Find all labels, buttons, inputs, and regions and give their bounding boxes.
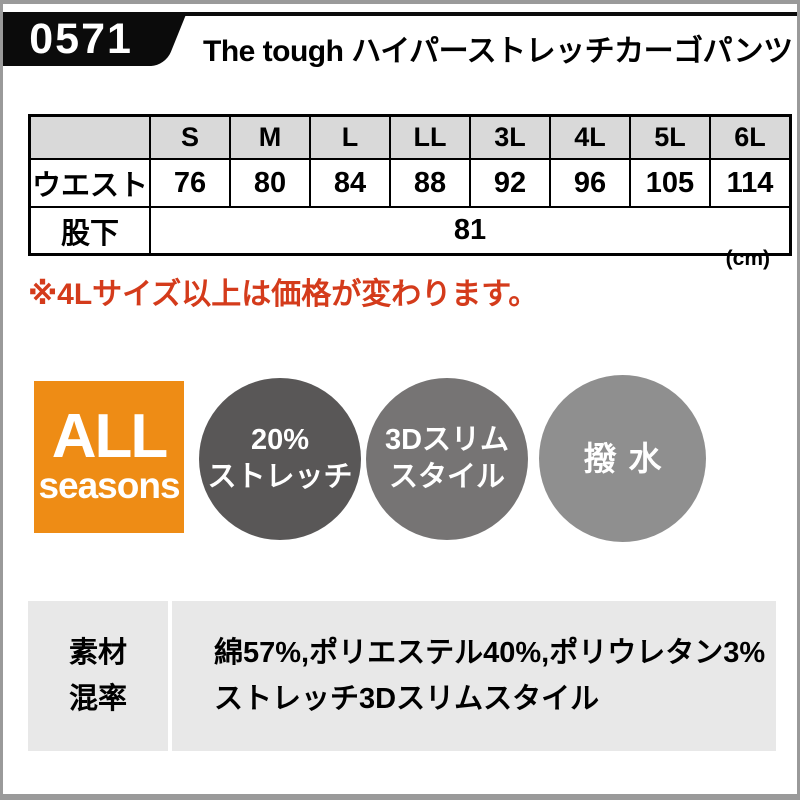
waist-value-4l: 96: [549, 158, 631, 208]
size-col-s: S: [149, 114, 231, 160]
size-col-ll: LL: [389, 114, 471, 160]
waist-value-m: 80: [229, 158, 311, 208]
all-seasons-badge-line2: seasons: [38, 465, 180, 506]
inseam-row-label: 股下: [28, 206, 151, 256]
waist-value-5l: 105: [629, 158, 711, 208]
slim-style-feature-line2: スタイル: [388, 461, 505, 493]
size-col-3l: 3L: [469, 114, 551, 160]
material-box: 素材 混率 綿57%,ポリエステル40%,ポリウレタン3% ストレッチ3Dスリム…: [28, 601, 776, 751]
size-col-4l: 4L: [549, 114, 631, 160]
stretch-feature-line2: ストレッチ: [207, 461, 353, 493]
material-content: 綿57%,ポリエステル40%,ポリウレタン3% ストレッチ3Dスリムスタイル: [172, 601, 776, 751]
material-label-line1: 素材: [68, 637, 127, 669]
size-table: S M L LL 3L 4L 5L 6L ウエスト 76 80 84 88 92…: [28, 114, 792, 256]
waist-value-ll: 88: [389, 158, 471, 208]
material-feature: ストレッチ3Dスリムスタイル: [214, 683, 600, 715]
size-table-header-row: S M L LL 3L 4L 5L 6L: [28, 114, 792, 160]
size-col-l: L: [309, 114, 391, 160]
stretch-feature-circle: 20% ストレッチ: [199, 378, 361, 540]
size-col-m: M: [229, 114, 311, 160]
material-label-line2: 混率: [68, 683, 127, 715]
all-seasons-badge-line1: ALL: [51, 402, 169, 471]
size-table-corner-cell: [28, 114, 151, 160]
water-repellent-feature-label: 撥水: [583, 440, 674, 477]
waist-value-6l: 114: [709, 158, 792, 208]
waist-row: ウエスト 76 80 84 88 92 96 105 114: [28, 158, 792, 208]
all-seasons-badge: ALL seasons: [34, 381, 184, 533]
product-title: The tough ハイパーストレッチカーゴパンツ: [203, 35, 793, 68]
unit-note: (cm): [725, 247, 770, 270]
header-divider-rule: [3, 12, 797, 16]
waist-value-3l: 92: [469, 158, 551, 208]
inseam-row: 股下 81: [28, 206, 792, 256]
product-code-badge: 0571: [3, 12, 187, 66]
slim-style-feature-line1: 3Dスリム: [384, 424, 510, 456]
waist-row-label: ウエスト: [28, 158, 151, 208]
price-note: ※4Lサイズ以上は価格が変わります。: [28, 278, 539, 311]
waist-value-s: 76: [149, 158, 231, 208]
size-col-5l: 5L: [629, 114, 711, 160]
size-col-6l: 6L: [709, 114, 792, 160]
material-label: 素材 混率: [28, 601, 172, 751]
stretch-feature-line1: 20%: [250, 424, 310, 456]
slim-style-feature-circle: 3Dスリム スタイル: [366, 378, 528, 540]
water-repellent-feature-circle: 撥水: [539, 375, 706, 542]
product-code: 0571: [29, 15, 133, 63]
material-composition: 綿57%,ポリエステル40%,ポリウレタン3%: [214, 637, 766, 669]
inseam-value: 81: [149, 206, 792, 256]
waist-value-l: 84: [309, 158, 391, 208]
